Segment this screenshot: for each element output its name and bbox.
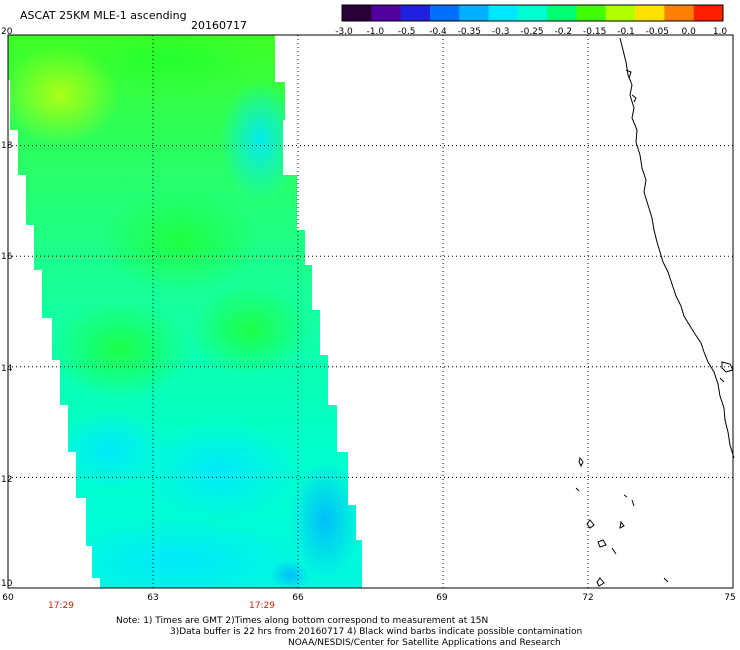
colorbar-label: -0.15 xyxy=(583,27,607,37)
lon-label-63: 63 xyxy=(147,593,159,603)
data-swath xyxy=(8,35,362,588)
coastline xyxy=(575,37,735,587)
colorbar xyxy=(341,4,724,22)
colorbar-swatch xyxy=(547,5,577,21)
colorbar-swatch xyxy=(635,5,665,21)
lon-label-72: 72 xyxy=(582,593,594,603)
colorbar-swatch xyxy=(488,5,519,21)
colorbar-swatch xyxy=(429,5,460,21)
colorbar-label: -0.1 xyxy=(617,27,635,37)
colorbar-swatch xyxy=(517,5,548,21)
colorbar-label: -3.0 xyxy=(335,27,353,37)
note-line-2: 3)Data buffer is 22 hrs from 20160717 4)… xyxy=(170,627,583,637)
colorbar-swatch xyxy=(576,5,607,21)
graticule xyxy=(8,35,733,588)
lat-label-18: 18 xyxy=(1,141,13,151)
colorbar-label: -0.3 xyxy=(491,27,510,37)
colorbar-label: -0.25 xyxy=(520,27,544,37)
colorbar-swatch xyxy=(693,5,724,21)
colorbar-label: -0.35 xyxy=(457,27,481,37)
map-date: 20160717 xyxy=(191,19,247,32)
colorbar-frame xyxy=(341,4,724,22)
colorbar-swatch xyxy=(605,5,636,21)
colorbar-label: 0.0 xyxy=(681,27,696,37)
colorbar-swatch xyxy=(342,5,372,21)
lat-label-12: 12 xyxy=(1,475,13,485)
map-frame xyxy=(7,34,734,589)
time-label-right: 17:29 xyxy=(249,601,275,611)
lon-label-60: 60 xyxy=(2,593,14,603)
colorbar-swatch xyxy=(400,5,431,21)
colorbar-label: -0.05 xyxy=(645,27,669,37)
lon-label-75: 75 xyxy=(724,593,736,603)
lon-label-66: 66 xyxy=(292,593,304,603)
lat-label-16: 16 xyxy=(1,252,13,262)
colorbar-label: -1.0 xyxy=(366,27,385,37)
map-title: ASCAT 25KM MLE-1 ascending xyxy=(20,9,187,22)
colorbar-label: -0.2 xyxy=(554,27,573,37)
lat-label-14: 14 xyxy=(1,364,13,374)
note-line-3: NOAA/NESDIS/Center for Satellite Applica… xyxy=(288,638,561,648)
time-label-left: 17:29 xyxy=(48,601,74,611)
colorbar-label: 1.0 xyxy=(712,27,728,37)
lon-label-69: 69 xyxy=(436,593,448,603)
colorbar-label: -0.4 xyxy=(429,27,447,37)
colorbar-swatch xyxy=(371,5,402,21)
colorbar-swatch xyxy=(459,5,490,21)
lat-label-20: 20 xyxy=(1,27,13,37)
note-line-1: Note: 1) Times are GMT 2)Times along bot… xyxy=(116,616,489,626)
colorbar-swatch xyxy=(664,5,695,21)
lat-label-10: 10 xyxy=(1,579,13,589)
colorbar-label: -0.5 xyxy=(397,27,416,37)
